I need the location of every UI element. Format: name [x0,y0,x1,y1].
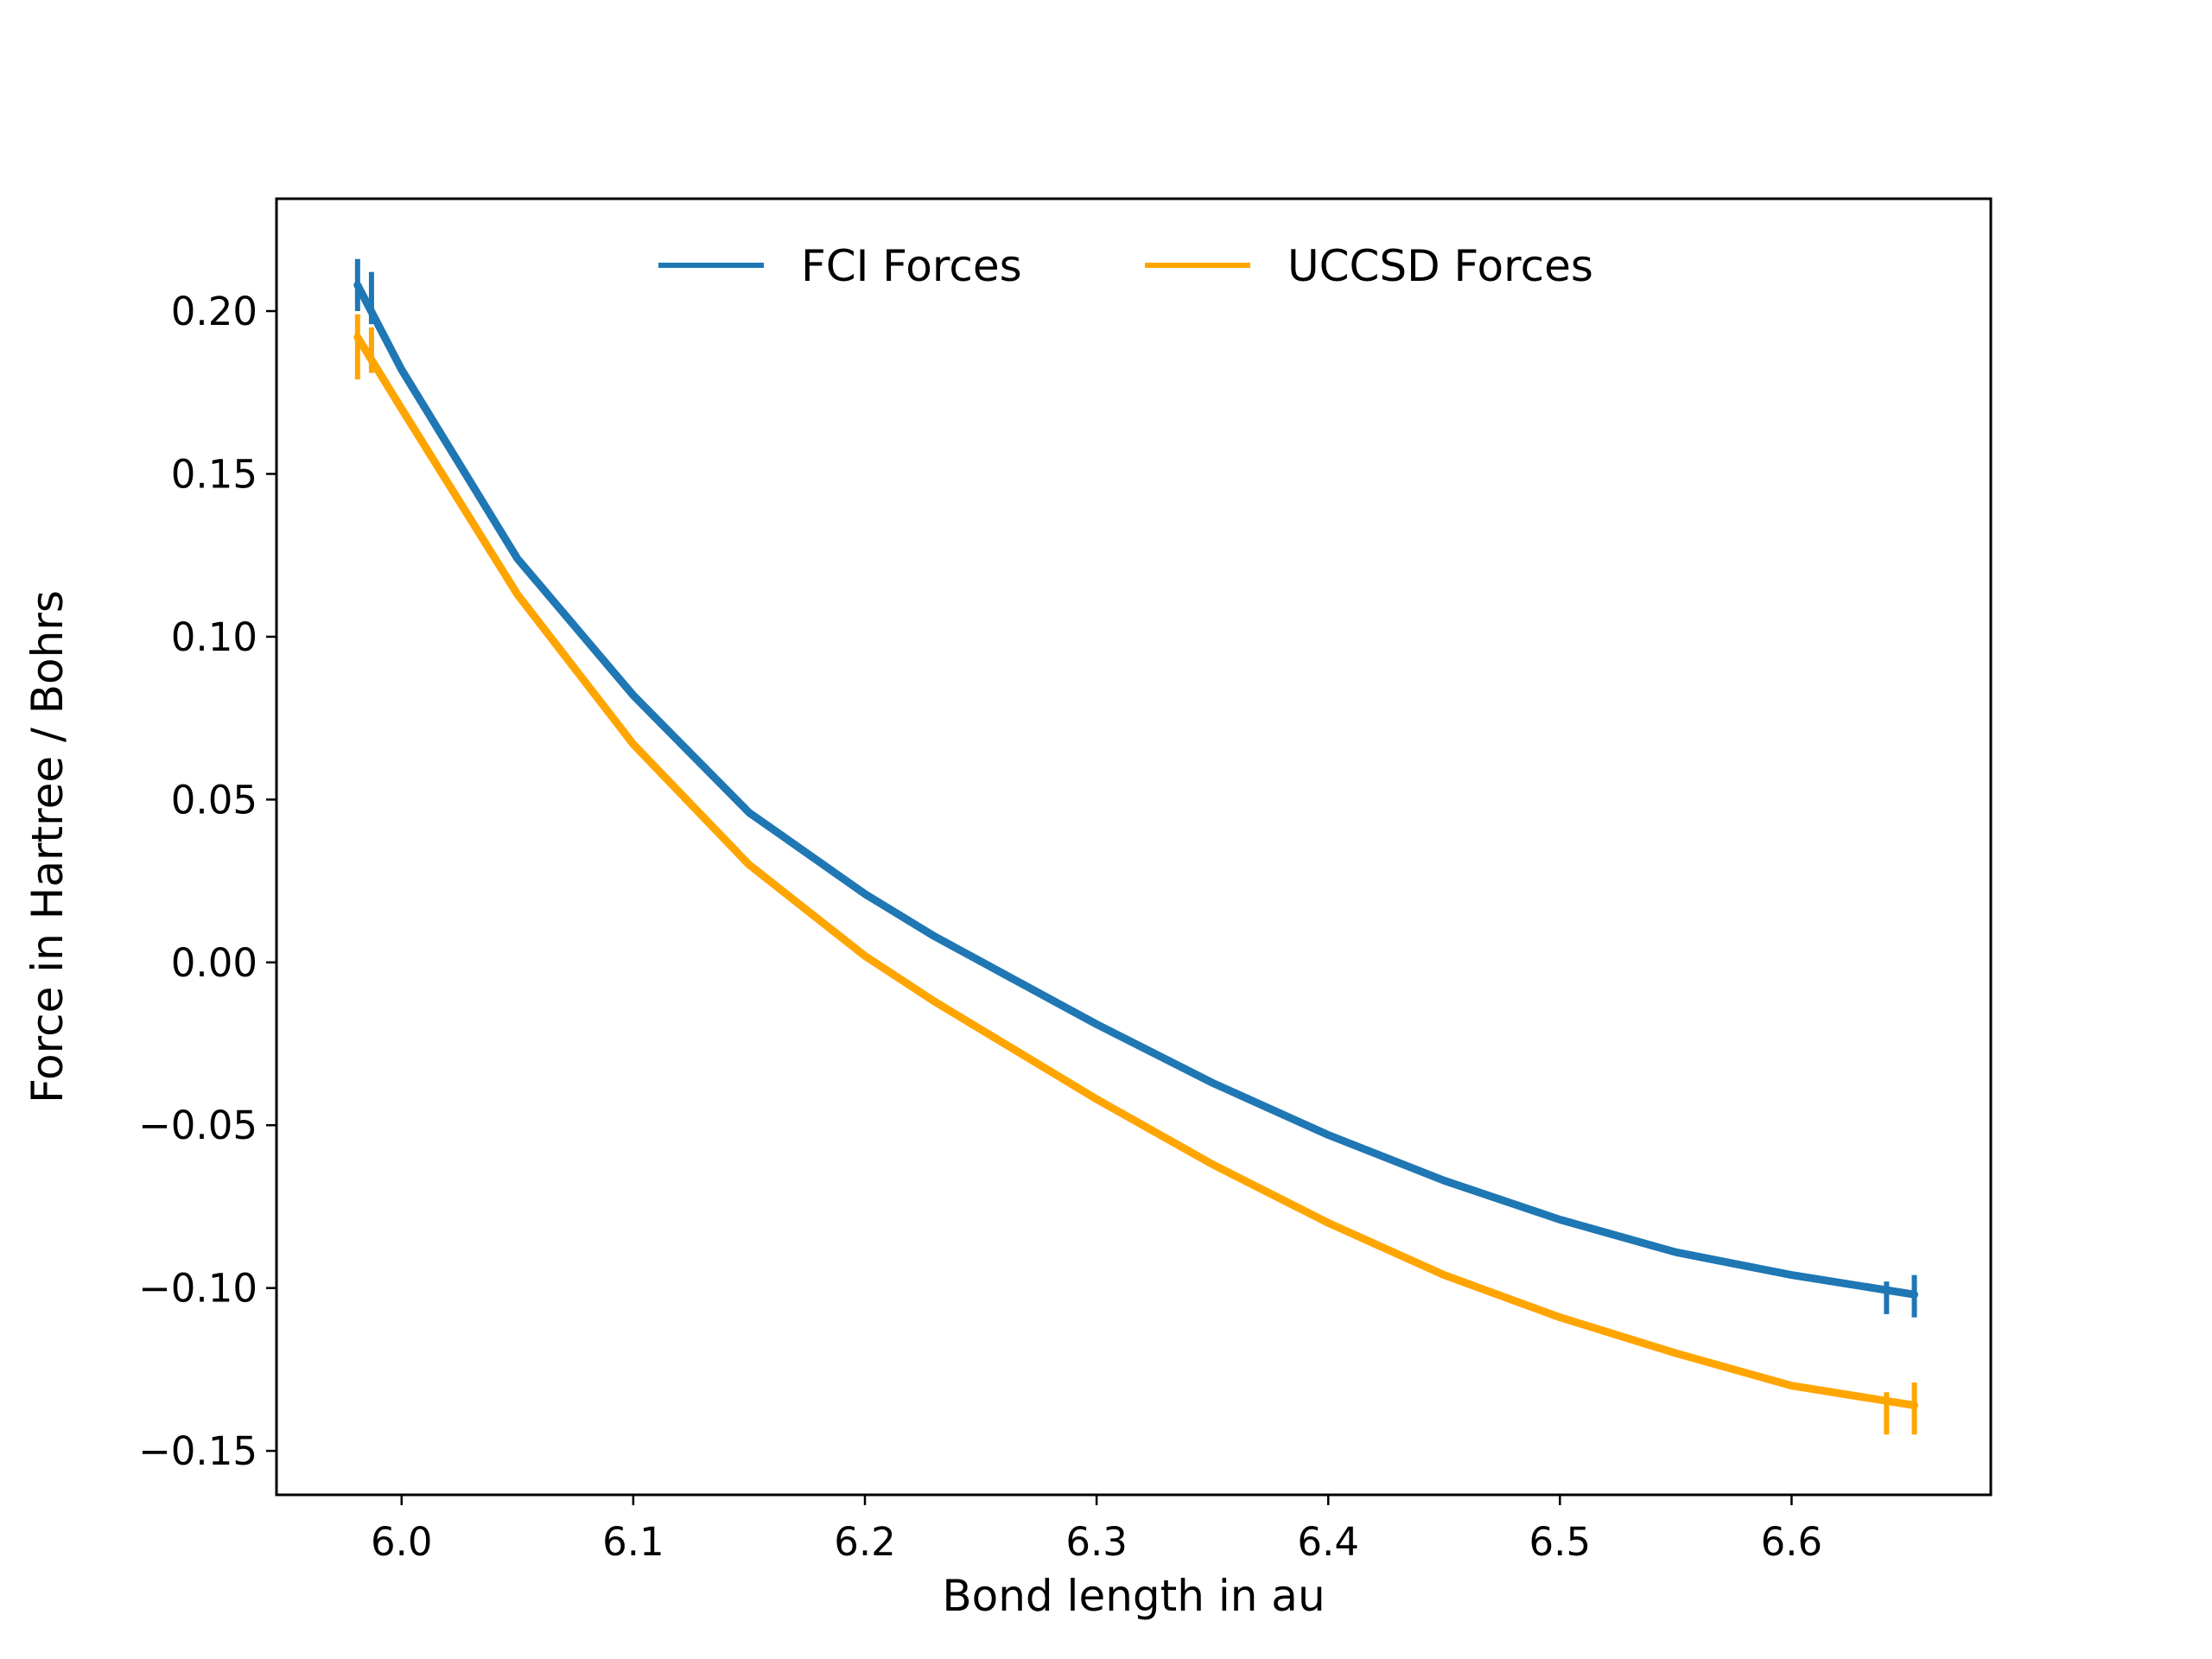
y-tick-label: 0.10 [171,614,257,660]
data-point [631,693,635,697]
legend-label: FCI Forces [801,241,1022,291]
x-tick-label: 6.4 [1297,1519,1359,1565]
y-tick-label: 0.00 [171,940,257,986]
axis-layer: 6.0 6.1 6.2 6.3 6.4 6.5 6.6 0.20 0.15 0.10 0.05 0.0… [138,289,1822,1565]
legend: FCI Forces UCCSD Forces [658,241,1593,291]
x-axis-title: Bond length in au [942,1571,1325,1621]
x-tick-label: 6.5 [1529,1519,1592,1565]
x-tick-label: 6.6 [1761,1519,1823,1565]
y-tick-label: 0.15 [171,451,257,497]
data-point [1674,1250,1678,1255]
data-point [1789,1273,1794,1277]
data-point [631,742,635,747]
y-axis-title: Force in Hartree / Bohrs [22,590,73,1103]
data-point [1095,1097,1099,1102]
x-tick-label: 6.0 [371,1519,433,1565]
y-tick-label: −0.15 [138,1428,257,1474]
data-point [1326,1221,1331,1225]
data-point [863,954,867,958]
y-tick-label: 0.20 [171,289,257,334]
data-point [1442,1273,1446,1277]
data-point [1558,1315,1562,1319]
data-point [1674,1351,1678,1356]
data-point [863,892,867,896]
legend-label: UCCSD Forces [1287,241,1593,291]
data-point [1442,1179,1446,1183]
data-point [747,810,751,815]
data-point [399,367,404,372]
plot-frame [275,197,1993,1497]
plot-layer [353,258,1918,1435]
data-point [1789,1383,1794,1388]
data-point [399,407,404,411]
data-point [1558,1217,1562,1222]
x-tick-label: 6.3 [1065,1519,1128,1565]
data-point [1326,1133,1331,1137]
data-point [515,592,519,596]
y-tick-label: 0.05 [171,777,257,823]
y-tick-label: −0.05 [138,1103,257,1148]
data-point [515,556,519,561]
x-tick-label: 6.1 [602,1519,664,1565]
data-point [932,1000,937,1003]
data-point [932,934,937,938]
data-point [747,862,751,867]
y-tick-label: −0.10 [138,1266,257,1312]
data-point [1211,1162,1215,1166]
x-tick-label: 6.2 [834,1519,896,1565]
data-point [1095,1022,1099,1027]
data-point [1211,1081,1215,1085]
